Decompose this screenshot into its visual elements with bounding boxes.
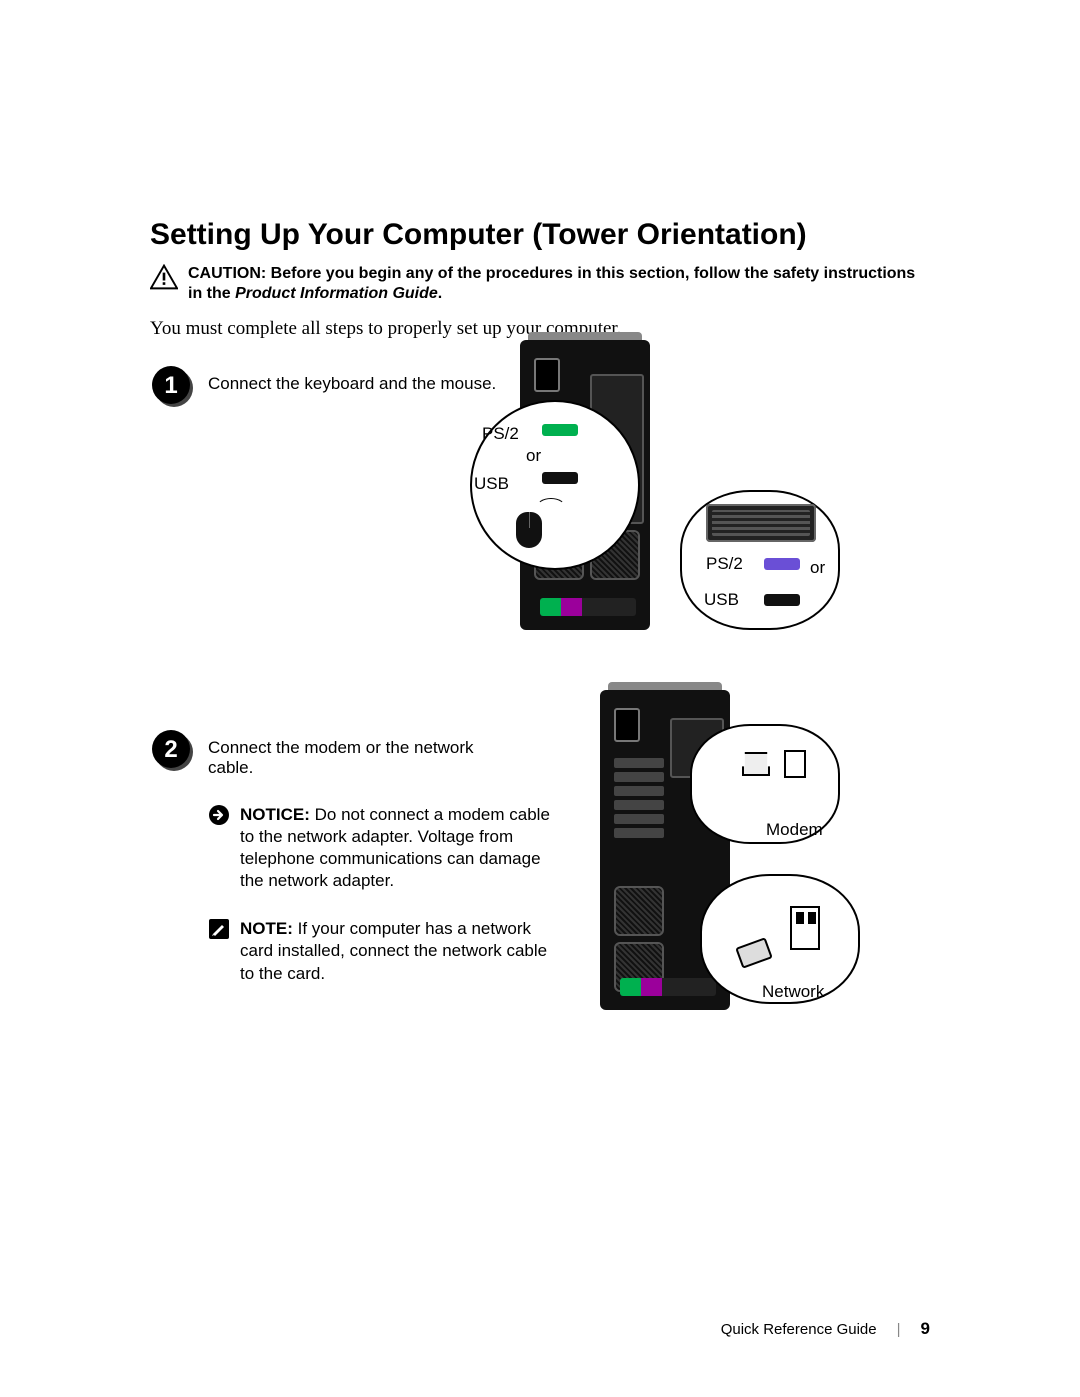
diagram-step-2: Modem Network [590,690,930,1030]
diagram-step-1: PS/2 or USB PS/2 or USB [510,340,930,650]
notice-label: NOTICE: [240,805,310,824]
caution-em: Product Information Guide [235,285,438,302]
caution-label: CAUTION: [188,265,266,282]
label-or-mouse: or [526,446,541,466]
ps2-mouse-connector-icon [542,424,578,436]
footer-page-number: 9 [921,1319,930,1339]
keyboard-icon [706,504,816,542]
note-text: NOTE: If your computer has a network car… [240,918,550,984]
footer-separator: | [897,1321,901,1338]
notice-block: NOTICE: Do not connect a modem cable to … [208,804,568,892]
step-1-text: Connect the keyboard and the mouse. [208,364,518,394]
mouse-icon [516,512,542,548]
modem-jack-icon [784,750,806,778]
label-ps2-kb: PS/2 [706,554,743,574]
label-ps2-mouse: PS/2 [482,424,519,444]
network-plug-icon [735,937,773,969]
svg-text:1: 1 [164,372,177,399]
page-footer: Quick Reference Guide | 9 [721,1319,930,1339]
usb-mouse-connector-icon [542,472,578,484]
caution-text: CAUTION: Before you begin any of the pro… [188,264,930,304]
modem-plug-icon [742,752,770,776]
note-block: NOTE: If your computer has a network car… [208,918,568,984]
svg-text:2: 2 [164,736,177,763]
caution-triangle-icon [150,264,178,290]
step-2-badge-icon: 2 [150,728,194,772]
notice-text: NOTICE: Do not connect a modem cable to … [240,804,550,892]
note-pencil-icon [208,918,230,940]
label-usb-kb: USB [704,590,739,610]
step-1-badge-icon: 1 [150,364,194,408]
caution-body-after: . [438,285,442,302]
label-modem: Modem [766,820,823,840]
usb-keyboard-connector-icon [764,594,800,606]
step-2-text: Connect the modem or the network cable. [208,728,518,778]
label-usb-mouse: USB [474,474,509,494]
network-port-panel-icon [790,906,820,950]
caution-block: CAUTION: Before you begin any of the pro… [150,264,930,304]
label-network: Network [762,982,824,1002]
page-title: Setting Up Your Computer (Tower Orientat… [150,218,930,252]
ps2-keyboard-connector-icon [764,558,800,570]
footer-guide-name: Quick Reference Guide [721,1321,877,1338]
label-or-kb: or [810,558,825,578]
notice-arrow-icon [208,804,230,826]
note-label: NOTE: [240,919,293,938]
